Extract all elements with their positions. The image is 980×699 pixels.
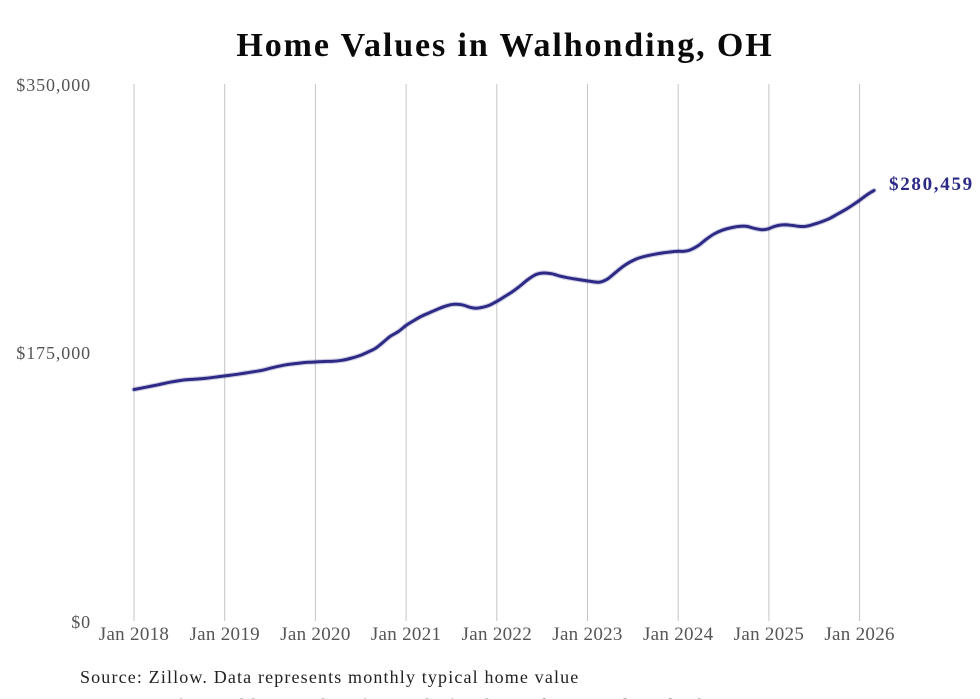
svg-text:Jan 2021: Jan 2021 <box>371 624 441 645</box>
svg-text:Jan 2022: Jan 2022 <box>462 624 532 645</box>
svg-text:Source: Zillow. Data represent: Source: Zillow. Data represents monthly … <box>80 667 579 687</box>
svg-text:Jan 2026: Jan 2026 <box>824 624 894 645</box>
svg-text:$350,000: $350,000 <box>16 75 91 95</box>
svg-text:Jan 2020: Jan 2020 <box>280 624 350 645</box>
svg-text:Jan 2025: Jan 2025 <box>734 624 804 645</box>
svg-text:Jan 2019: Jan 2019 <box>189 624 259 645</box>
svg-text:Jan 2024: Jan 2024 <box>643 624 714 645</box>
svg-text:Home Values in Walhonding, OH: Home Values in Walhonding, OH <box>236 27 773 64</box>
svg-text:Estimates of typical home valu: Estimates of typical home values for sin… <box>80 695 733 699</box>
svg-text:Jan 2018: Jan 2018 <box>99 624 169 645</box>
svg-text:Jan 2023: Jan 2023 <box>552 624 622 645</box>
svg-text:$175,000: $175,000 <box>16 343 91 363</box>
svg-text:$280,459: $280,459 <box>889 174 974 195</box>
svg-text:$0: $0 <box>71 612 91 632</box>
